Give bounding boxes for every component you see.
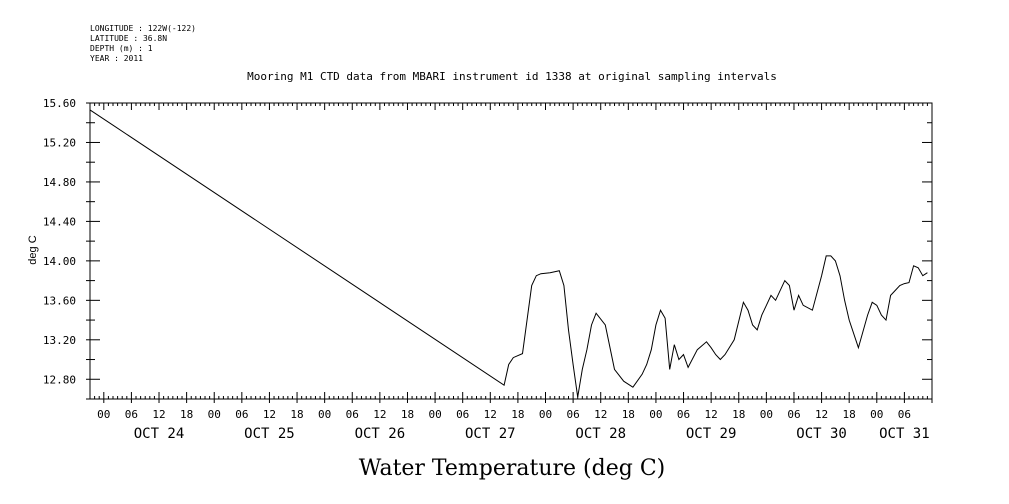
x-hour-label: 00 (539, 408, 552, 421)
y-axis-tick-labels: 15.60 15.20 14.80 14.40 14.00 13.60 13.20 12.80 (43, 97, 76, 386)
chart-title: Mooring M1 CTD data from MBARI instrumen… (247, 70, 777, 83)
x-day-label: OCT 28 (575, 426, 626, 442)
y-tick-label: 15.60 (43, 97, 76, 110)
y-tick-label: 14.00 (43, 255, 76, 268)
x-hour-label: 12 (484, 408, 497, 421)
x-hour-label: 12 (263, 408, 276, 421)
y-axis-label: deg C (27, 235, 39, 264)
x-hour-label: 18 (511, 408, 524, 421)
y-tick-label: 15.20 (43, 136, 76, 149)
x-hour-label: 12 (152, 408, 165, 421)
y-tick-label: 13.60 (43, 294, 76, 307)
x-hour-label: 18 (732, 408, 745, 421)
x-hour-label: 06 (456, 408, 469, 421)
x-day-label: OCT 24 (134, 426, 185, 442)
x-axis-ticks (89, 103, 933, 403)
x-day-label: OCT 31 (879, 426, 930, 442)
x-day-label: OCT 29 (686, 426, 737, 442)
x-day-label: OCT 30 (796, 426, 847, 442)
plot-frame (89, 102, 933, 400)
header-latitude: LATITUDE : 36.8N (90, 34, 167, 43)
x-day-label: OCT 27 (465, 426, 516, 442)
x-hour-label: 06 (566, 408, 579, 421)
x-hour-label: 00 (870, 408, 883, 421)
x-axis-label: Water Temperature (deg C) (359, 456, 666, 481)
x-hour-label: 12 (705, 408, 718, 421)
x-hour-label: 06 (346, 408, 359, 421)
y-tick-label: 13.20 (43, 334, 76, 347)
x-hour-label: 00 (649, 408, 662, 421)
x-hour-label: 06 (787, 408, 800, 421)
x-hour-label: 18 (180, 408, 193, 421)
x-hour-label: 18 (401, 408, 414, 421)
header-longitude: LONGITUDE : 122W(-122) (90, 24, 196, 33)
x-day-label: OCT 25 (244, 426, 295, 442)
y-tick-label: 12.80 (43, 373, 76, 386)
x-axis-day-labels: OCT 24 OCT 25 OCT 26 OCT 27 OCT 28 OCT 29 OCT … (134, 426, 930, 442)
x-hour-label: 06 (898, 408, 911, 421)
x-hour-label: 00 (318, 408, 331, 421)
x-hour-label: 06 (125, 408, 138, 421)
header-info: LONGITUDE : 122W(-122) LATITUDE : 36.8N … (90, 24, 196, 63)
x-hour-label: 18 (622, 408, 635, 421)
x-hour-label: 00 (208, 408, 221, 421)
x-hour-label: 12 (815, 408, 828, 421)
x-hour-label: 00 (428, 408, 441, 421)
x-day-label: OCT 26 (355, 426, 406, 442)
series-line (89, 109, 928, 398)
x-hour-label: 18 (290, 408, 303, 421)
x-hour-label: 06 (235, 408, 248, 421)
x-hour-label: 12 (373, 408, 386, 421)
header-depth: DEPTH (m) : 1 (90, 44, 153, 53)
x-hour-label: 18 (843, 408, 856, 421)
header-year: YEAR : 2011 (90, 54, 143, 63)
x-hour-label: 12 (594, 408, 607, 421)
x-axis-hour-labels: 00 06 12 18 00 06 12 18 00 06 12 18 00 06 12 18 00 06 12 18… (97, 408, 911, 421)
y-axis-ticks (86, 102, 932, 400)
x-hour-label: 06 (677, 408, 690, 421)
x-hour-label: 00 (760, 408, 773, 421)
y-tick-label: 14.40 (43, 215, 76, 228)
x-hour-label: 00 (97, 408, 110, 421)
y-tick-label: 14.80 (43, 176, 76, 189)
